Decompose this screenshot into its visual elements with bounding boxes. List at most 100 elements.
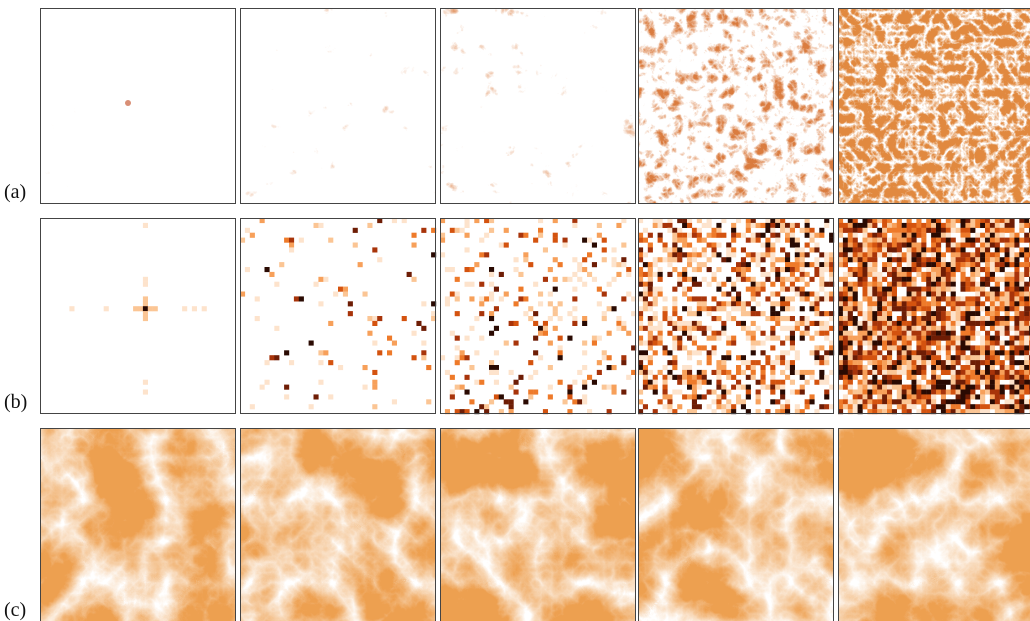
- pixel: [692, 228, 697, 233]
- pixel: [867, 370, 872, 375]
- pixel: [795, 350, 800, 355]
- pixel: [805, 233, 810, 238]
- pixel: [867, 316, 872, 321]
- pixel: [1019, 262, 1024, 267]
- pixel: [592, 380, 597, 385]
- pixel: [643, 370, 648, 375]
- pixel: [1024, 267, 1029, 272]
- pixel: [843, 380, 848, 385]
- pixel: [965, 385, 970, 390]
- pixel: [985, 243, 990, 248]
- pixel: [746, 287, 751, 292]
- panel: [240, 218, 436, 414]
- pixel: [726, 316, 731, 321]
- pixel: [882, 277, 887, 282]
- pixel: [872, 355, 877, 360]
- pixel: [980, 233, 985, 238]
- pixel: [712, 399, 717, 404]
- pixel: [672, 247, 677, 252]
- pixel: [1000, 233, 1005, 238]
- pixel: [980, 360, 985, 365]
- pixel: [907, 336, 912, 341]
- pixel: [504, 341, 509, 346]
- pixel: [897, 267, 902, 272]
- pixel: [907, 223, 912, 228]
- pixel: [643, 292, 648, 297]
- pixel: [824, 404, 829, 409]
- turbulence-texture: [638, 428, 834, 621]
- pixel: [848, 336, 853, 341]
- pixel: [421, 326, 426, 331]
- pixel: [975, 223, 980, 228]
- pixel: [785, 399, 790, 404]
- pixel: [946, 282, 951, 287]
- pixel: [985, 385, 990, 390]
- pixel: [697, 262, 702, 267]
- pixel: [765, 355, 770, 360]
- pixel: [1010, 399, 1015, 404]
- pixel: [445, 267, 450, 272]
- pixel: [867, 252, 872, 257]
- pixel: [663, 380, 668, 385]
- pixel: [995, 404, 1000, 409]
- pixel: [858, 321, 863, 326]
- pixel: [543, 277, 548, 282]
- pixel: [770, 365, 775, 370]
- pixel: [621, 257, 626, 262]
- pixel: [902, 385, 907, 390]
- pixel: [1005, 326, 1010, 331]
- pixel: [824, 223, 829, 228]
- pixel: [843, 355, 848, 360]
- pixel: [951, 336, 956, 341]
- pixel: [897, 360, 902, 365]
- pixel: [951, 247, 956, 252]
- pixel: [616, 223, 621, 228]
- pixel: [682, 370, 687, 375]
- pixel: [761, 233, 766, 238]
- pixel: [785, 296, 790, 301]
- pixel: [912, 390, 917, 395]
- pixel: [961, 350, 966, 355]
- pixel: [858, 355, 863, 360]
- pixel: [731, 267, 736, 272]
- pixel: [765, 272, 770, 277]
- pixel: [343, 287, 348, 292]
- pixel: [990, 380, 995, 385]
- pixel: [1024, 345, 1029, 350]
- pixel: [882, 296, 887, 301]
- pixel: [1005, 257, 1010, 262]
- pixel: [867, 404, 872, 409]
- pixel: [995, 287, 1000, 292]
- pixel: [843, 247, 848, 252]
- pixel: [533, 321, 538, 326]
- pixel: [741, 262, 746, 267]
- pixel: [761, 267, 766, 272]
- pixel: [509, 399, 514, 404]
- pixel: [692, 267, 697, 272]
- pixel: [450, 390, 455, 395]
- pixel: [882, 247, 887, 252]
- pixel: [621, 262, 626, 267]
- pixel: [509, 385, 514, 390]
- pixel: [990, 399, 995, 404]
- pixel: [736, 399, 741, 404]
- pixel: [707, 243, 712, 248]
- pixel: [970, 316, 975, 321]
- pixel: [931, 404, 936, 409]
- pixel: [712, 331, 717, 336]
- pixel: [563, 399, 568, 404]
- pixel: [726, 311, 731, 316]
- pixel: [489, 272, 494, 277]
- pixel: [912, 355, 917, 360]
- pixel: [941, 331, 946, 336]
- pixel: [853, 287, 858, 292]
- pixel: [882, 355, 887, 360]
- pixel: [265, 360, 270, 365]
- pixel: [1024, 287, 1029, 292]
- pixel: [1014, 341, 1019, 346]
- pixel: [533, 370, 538, 375]
- pixel: [985, 375, 990, 380]
- pixel: [407, 272, 412, 277]
- pixel: [1005, 355, 1010, 360]
- pixel: [765, 228, 770, 233]
